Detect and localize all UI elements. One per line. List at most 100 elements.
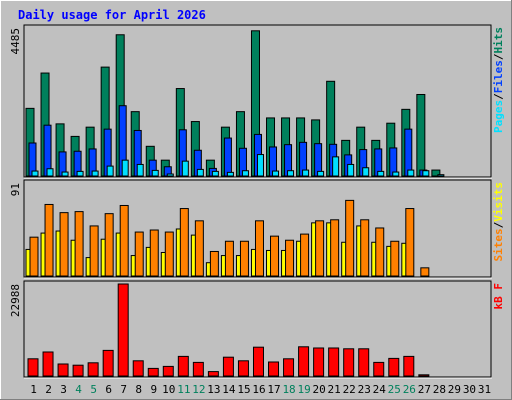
x-tick-day-28: 28 [433,383,446,396]
bar-pages-day-25 [392,171,400,177]
requests-ymax-label: 4485 [9,28,22,55]
x-tick-day-19: 19 [297,383,310,396]
bar-kb-f-day-7 [117,283,129,377]
bar-sites-day-19 [300,233,310,277]
x-tick-day-1: 1 [30,383,37,396]
bar-sites-day-10 [164,231,174,277]
x-tick-day-4: 4 [75,383,82,396]
visits-legend-label: Sites/Visits [492,182,505,262]
bar-sites-day-17 [270,235,280,277]
bar-kb-f-day-6 [102,349,114,377]
bar-pages-day-11 [181,160,189,177]
bar-kb-f-day-2 [42,351,54,377]
bar-pages-day-27 [422,170,430,177]
bar-kb-f-day-14 [222,356,234,377]
legend-separator: / [492,221,505,228]
bar-kb-f-day-22 [343,348,355,377]
bar-sites-day-15 [239,240,249,277]
legend-separator: / [492,93,505,100]
bar-pages-day-26 [407,169,415,177]
bar-kb-f-day-11 [177,355,189,377]
bar-pages-day-13 [211,170,219,177]
bar-pages-day-21 [332,156,340,177]
bar-sites-day-11 [179,208,189,277]
bar-pages-day-19 [302,169,310,177]
bar-sites-day-13 [209,250,219,277]
x-tick-day-30: 30 [463,383,476,396]
legend-separator: / [492,53,505,60]
bar-sites-day-2 [44,203,54,277]
bar-sites-day-25 [390,240,400,277]
kbytes-panel-frame [23,280,492,378]
bar-sites-day-8 [134,231,144,277]
bar-kb-f-day-1 [27,358,39,377]
bar-sites-day-1 [29,236,39,277]
bar-kb-f-day-5 [87,362,99,377]
bar-kb-f-day-24 [373,361,385,377]
kbytes-panel: 22988 kB F [9,280,505,379]
kbytes-ymax-label: 22988 [9,284,22,317]
bar-pages-day-28 [437,174,445,177]
bar-sites-day-7 [119,204,129,277]
series-sites [29,199,430,277]
bar-kb-f-day-16 [252,346,264,377]
requests-legend-label: Pages/Files/Hits [492,27,505,133]
x-tick-day-9: 9 [150,383,157,396]
bar-sites-day-6 [104,213,114,277]
legend-visits: Visits [492,182,505,222]
bar-kb-f-day-19 [298,346,310,377]
x-tick-day-23: 23 [358,383,371,396]
x-tick-day-13: 13 [207,383,220,396]
bar-kb-f-day-10 [162,365,174,377]
bar-pages-day-1 [31,170,39,177]
bar-pages-day-3 [61,171,69,177]
bar-sites-day-20 [315,220,325,277]
bar-sites-day-24 [375,227,385,277]
bar-pages-day-6 [106,165,114,177]
x-tick-day-7: 7 [120,383,127,396]
bar-sites-day-26 [405,208,415,277]
bar-kb-f-day-27 [418,374,430,377]
bar-kb-f-day-17 [268,361,280,377]
x-tick-day-5: 5 [90,383,97,396]
x-tick-day-8: 8 [135,383,142,396]
bar-sites-day-23 [360,219,370,277]
legend-kb-f: kB F [492,283,505,310]
bar-files-day-26 [404,128,413,177]
x-axis-labels: 1 2 3 4 5 6 7 8 9 10 11 12 13 14 15 16 17 18 19 20 21 22 23 24 2… [30,383,491,396]
requests-panel-frame [23,24,492,178]
legend-pages: Pages [492,100,505,133]
bar-pages-day-24 [377,170,385,177]
bar-kb-f-day-26 [403,355,415,377]
bar-kb-f-day-25 [388,357,400,377]
bar-sites-day-21 [330,219,340,277]
x-tick-day-16: 16 [252,383,265,396]
bar-kb-f-day-15 [237,360,249,377]
bar-sites-day-3 [59,212,69,277]
x-tick-day-17: 17 [267,383,280,396]
bar-kb-f-day-3 [57,363,69,377]
x-tick-day-12: 12 [192,383,205,396]
x-tick-day-21: 21 [328,383,341,396]
bar-pages-day-15 [241,170,249,177]
visits-panel-frame [23,179,492,278]
legend-sites: Sites [492,228,505,261]
x-tick-day-11: 11 [177,383,190,396]
bar-pages-day-8 [136,163,144,177]
bar-pages-day-22 [347,163,355,177]
x-tick-day-27: 27 [418,383,431,396]
bar-kb-f-day-12 [192,361,204,377]
x-tick-day-3: 3 [60,383,67,396]
x-tick-day-31: 31 [478,383,491,396]
bar-pages-day-18 [287,170,295,177]
bar-kb-f-day-20 [313,347,325,377]
bar-kb-f-day-21 [328,347,340,377]
visits-ymax-label: 91 [9,183,22,196]
bar-pages-day-20 [317,170,325,177]
bar-sites-day-18 [285,239,295,277]
x-tick-day-22: 22 [343,383,356,396]
bar-sites-day-4 [74,211,84,277]
